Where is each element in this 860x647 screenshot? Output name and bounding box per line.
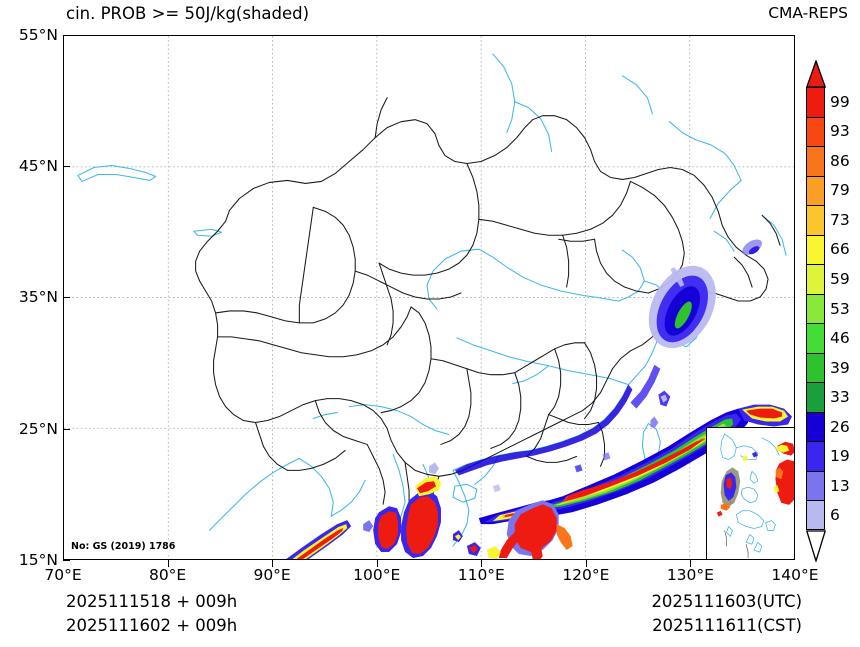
map-plot-area[interactable]: No: GS (2019) 1786: [63, 35, 795, 560]
colorbar-tick-label: 79: [830, 181, 850, 200]
feature-hainan-cluster: [498, 500, 573, 559]
colorbar-segments[interactable]: [806, 87, 825, 530]
x-tick-label: 100°E: [353, 566, 401, 584]
map-canvas: [64, 36, 794, 559]
feature-se-coast-strip: [454, 364, 661, 476]
colorbar-segment: [806, 352, 825, 383]
colorbar-segment: [806, 293, 825, 324]
colorbar-tick-label: 59: [830, 269, 850, 288]
colorbar-tick-label: 13: [830, 476, 850, 495]
colorbar-segment: [806, 470, 825, 501]
x-tick-label: 130°E: [666, 566, 714, 584]
footer-right-line-2: 2025111611(CST): [652, 616, 802, 635]
colorbar-tick-label: 39: [830, 358, 850, 377]
x-tick-label: 120°E: [562, 566, 610, 584]
colorbar-over-arrow: [805, 60, 826, 88]
footer-right-line-1: 2025111603(UTC): [651, 592, 802, 611]
x-tick-mark: [690, 560, 692, 567]
colorbar-segment: [806, 205, 825, 235]
colorbar-tick-label: 66: [830, 240, 850, 259]
y-tick-label: 35°N: [18, 288, 58, 306]
inset-canvas: [716, 433, 794, 559]
y-tick-mark: [63, 35, 70, 36]
colorbar-tick-label: 46: [830, 329, 850, 348]
y-tick-mark: [63, 560, 70, 561]
colorbar-segment: [806, 87, 825, 117]
y-tick-label: 45°N: [18, 157, 58, 175]
x-tick-mark: [585, 560, 587, 567]
footer-left-line-2: 2025111602 + 009h: [66, 616, 238, 635]
colorbar-segment: [806, 175, 825, 206]
colorbar-segment: [806, 146, 825, 176]
colorbar-segment: [806, 234, 825, 265]
colorbar-tick-label: 33: [830, 388, 850, 407]
colorbar-segment: [806, 116, 825, 147]
colorbar[interactable]: [805, 60, 826, 562]
colorbar-tick-label: 99: [830, 92, 850, 111]
y-tick-label: 55°N: [18, 26, 58, 44]
colorbar-tick-label: 73: [830, 210, 850, 229]
south-china-sea-inset[interactable]: [706, 427, 794, 559]
x-tick-mark: [481, 560, 483, 567]
feature-speckle: [492, 390, 671, 493]
x-tick-label: 90°E: [253, 566, 291, 584]
y-tick-label: 15°N: [18, 551, 58, 569]
x-tick-label: 140°E: [771, 566, 819, 584]
colorbar-segment: [806, 264, 825, 294]
colorbar-segment: [806, 323, 825, 353]
map-credit-label: No: GS (2019) 1786: [70, 541, 177, 552]
y-tick-label: 25°N: [18, 420, 58, 438]
colorbar-tick-label: 93: [830, 122, 850, 141]
colorbar-under-arrow: [805, 530, 826, 562]
colorbar-segment: [806, 500, 825, 530]
colorbar-tick-label: 6: [830, 506, 840, 525]
feature-indochina-cluster: [286, 462, 501, 559]
x-tick-label: 70°E: [44, 566, 82, 584]
y-tick-mark: [63, 429, 70, 430]
model-label: CMA-REPS: [768, 4, 848, 22]
colorbar-segment: [806, 411, 825, 442]
colorbar-tick-label: 26: [830, 417, 850, 436]
colorbar-tick-label: 53: [830, 299, 850, 318]
colorbar-tick-label: 19: [830, 447, 850, 466]
feature-bohai: [648, 239, 762, 349]
x-tick-mark: [272, 560, 274, 567]
x-tick-label: 110°E: [457, 566, 505, 584]
colorbar-tick-label: 86: [830, 151, 850, 170]
colorbar-segment: [806, 441, 825, 471]
y-axis: 55°N 45°N 35°N 25°N 15°N: [0, 0, 58, 647]
page-title: cin. PROB >= 50J/kg(shaded): [66, 4, 310, 23]
footer-left-line-1: 2025111518 + 009h: [66, 592, 238, 611]
x-tick-mark: [376, 560, 378, 567]
probability-shading-layer: [286, 239, 793, 559]
colorbar-segment: [806, 382, 825, 412]
x-tick-label: 80°E: [148, 566, 187, 584]
x-tick-mark: [167, 560, 169, 567]
y-tick-mark: [63, 166, 70, 167]
y-tick-mark: [63, 297, 70, 298]
